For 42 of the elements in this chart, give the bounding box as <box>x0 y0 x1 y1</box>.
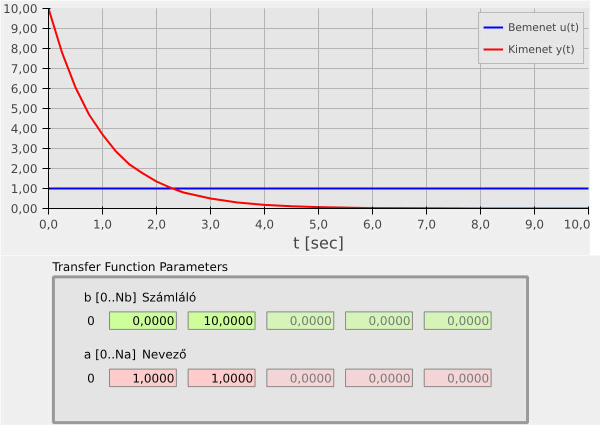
text: Számláló <box>142 290 196 304</box>
x-axis-title: t [sec] <box>293 234 344 252</box>
text: Nevező <box>142 348 186 362</box>
x-tick-label: 8,0 <box>470 218 490 232</box>
text: 10,0000 <box>203 314 254 328</box>
x-tick-label: 1,0 <box>92 218 112 232</box>
y-tick-label: 8,00 <box>10 42 38 56</box>
text: a [0..Na] <box>84 348 136 362</box>
x-tick-label: 7,0 <box>416 218 436 232</box>
x-tick-label: 4,0 <box>254 218 274 232</box>
text: 1,0000 <box>211 371 254 386</box>
y-tick-label: 6,00 <box>10 82 38 96</box>
x-tick-label: 2,0 <box>146 218 166 232</box>
text: 1,0000 <box>132 371 174 386</box>
text: 0,0000 <box>132 314 174 328</box>
y-tick-label: 5,00 <box>10 102 38 116</box>
text: 0,0000 <box>447 371 490 386</box>
text: 0,0000 <box>368 314 410 328</box>
legend-label: Kimenet y(t) <box>508 42 575 56</box>
x-tick-label: 6,0 <box>362 218 382 232</box>
y-tick-label: 0,00 <box>10 202 38 216</box>
text: Transfer Function Parameters <box>51 260 228 274</box>
y-tick-label: 10,00 <box>3 2 38 16</box>
x-tick-label: 9,0 <box>524 218 544 232</box>
x-tick-label: 0,0 <box>38 218 58 232</box>
text: 0 <box>87 314 95 328</box>
y-tick-label: 1,00 <box>10 182 38 196</box>
x-tick-label: 5,0 <box>308 218 328 232</box>
text: 0,0000 <box>368 371 410 386</box>
text: b [0..Nb] <box>84 290 137 304</box>
y-tick-label: 3,00 <box>10 142 38 156</box>
y-tick-label: 4,00 <box>10 122 38 136</box>
text: 0,0000 <box>290 371 332 386</box>
y-tick-label: 2,00 <box>10 162 38 176</box>
x-tick-label: 3,0 <box>200 218 220 232</box>
text: 0 <box>87 371 95 386</box>
text: 0,0000 <box>290 314 332 328</box>
y-tick-label: 9,00 <box>10 22 38 36</box>
y-tick-label: 7,00 <box>10 62 38 76</box>
legend-label: Bemenet u(t) <box>508 20 579 34</box>
text: 0,0000 <box>447 314 490 328</box>
x-tick-label: 10,0 <box>564 218 590 232</box>
